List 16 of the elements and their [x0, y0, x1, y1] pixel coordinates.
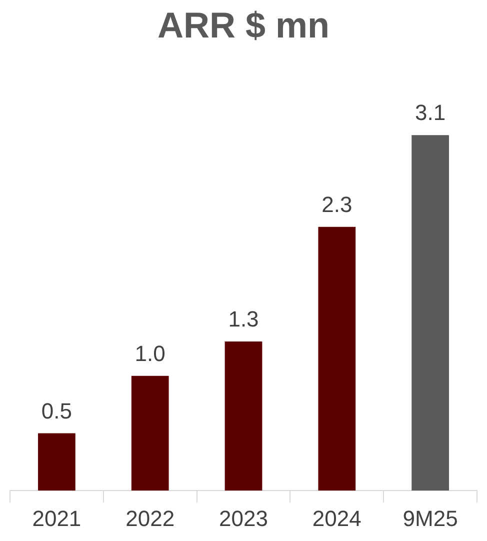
bar: [412, 135, 449, 491]
bar: [38, 433, 76, 491]
data-label: 1.0: [134, 340, 166, 366]
data-label: 1.3: [228, 306, 259, 332]
bar: [131, 376, 169, 491]
x-tick-label: 2021: [32, 506, 82, 531]
data-label: 3.1: [415, 100, 446, 126]
x-tick-label: 9M25: [402, 506, 458, 531]
x-tick-label: 2023: [219, 506, 268, 531]
x-tick-label: 2024: [312, 506, 362, 531]
chart-title: ARR $ mn: [157, 4, 330, 46]
bar: [318, 226, 356, 491]
x-tick-label: 2022: [126, 506, 175, 531]
bar: [224, 342, 262, 491]
data-label: 0.5: [41, 398, 72, 424]
data-label: 2.3: [322, 192, 352, 217]
